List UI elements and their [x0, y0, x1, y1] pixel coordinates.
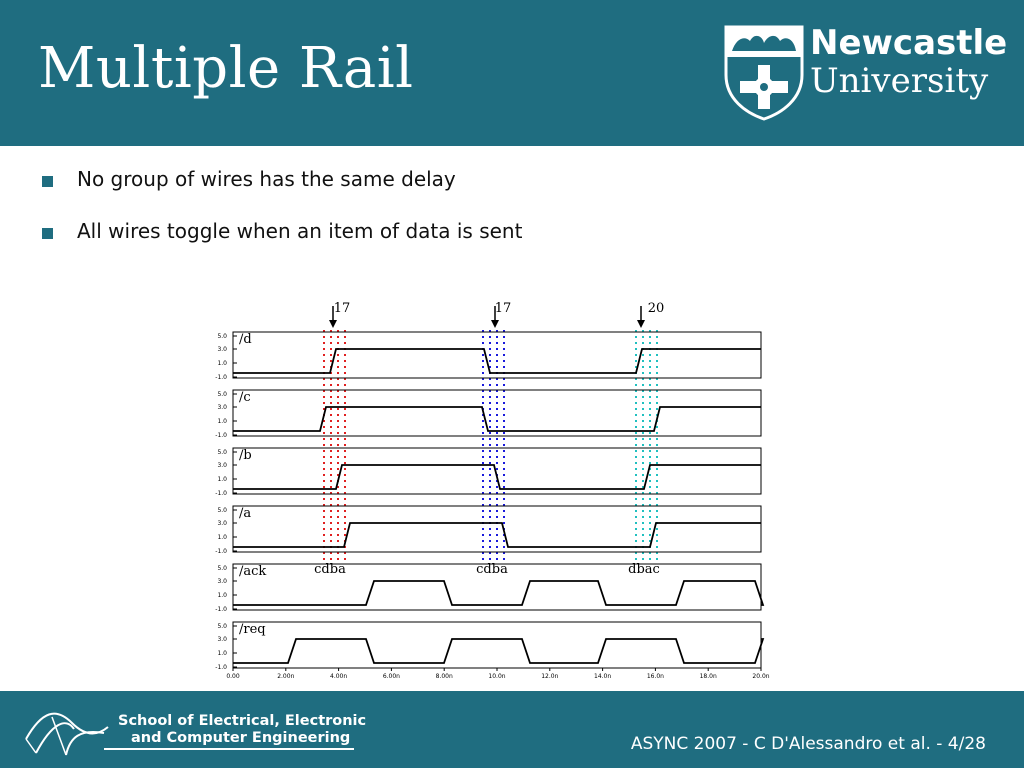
- square-bullet-icon: [42, 228, 53, 239]
- signal-label: /d: [239, 332, 252, 347]
- x-tick-label: 8.00n: [436, 673, 453, 680]
- order-label: dbac: [628, 562, 660, 577]
- university-logo: Newcastle University: [724, 23, 1014, 121]
- marker-label: 20: [648, 301, 665, 316]
- waveform-panel: [232, 447, 762, 495]
- waveform-panel: [232, 389, 762, 437]
- school-line-1: School of Electrical, Electronic: [118, 713, 367, 729]
- x-tick-label: 0.00: [226, 673, 240, 680]
- marker-arrow-icon: [491, 320, 499, 328]
- y-tick-label: 3.0: [217, 636, 227, 643]
- signal-trace: [233, 406, 761, 432]
- waveform-figure: 5.0 3.0 1.0 -1.0/d 5.0 3.0 1.0 -1.0/c 5.0 3.0 1.0 -…: [215, 301, 769, 680]
- order-label: cdba: [476, 562, 508, 577]
- y-tick-label: 5.0: [217, 391, 227, 398]
- y-tick-label: 1.0: [217, 650, 227, 657]
- signal-label: /b: [239, 448, 252, 463]
- y-tick-label: 3.0: [217, 404, 227, 411]
- school-name: School of Electrical, Electronic and Com…: [118, 713, 366, 747]
- x-tick-label: 4.00n: [330, 673, 347, 680]
- signal-trace: [233, 522, 761, 548]
- y-tick-label: 5.0: [217, 623, 227, 630]
- x-tick-label: 2.00n: [277, 673, 294, 680]
- y-tick-label: -1.0: [215, 374, 227, 381]
- signal-trace: [233, 638, 765, 664]
- x-tick-label: 6.00n: [383, 673, 400, 680]
- footer-divider: [104, 748, 354, 750]
- slide-title: Multiple Rail: [38, 36, 414, 101]
- x-tick-label: 16.0n: [647, 673, 664, 680]
- y-tick-label: 3.0: [217, 578, 227, 585]
- signal-label: /c: [239, 390, 251, 405]
- signal-trace: [233, 348, 761, 374]
- y-tick-label: -1.0: [215, 606, 227, 613]
- bullet-text: No group of wires has the same delay: [77, 167, 456, 191]
- y-tick-label: -1.0: [215, 548, 227, 555]
- y-tick-label: 3.0: [217, 462, 227, 469]
- waveform-panel: [232, 331, 762, 379]
- x-tick-label: 12.0n: [541, 673, 558, 680]
- x-tick-label: 20.0n: [752, 673, 769, 680]
- x-tick-label: 10.0n: [488, 673, 505, 680]
- x-tick-label: 14.0n: [594, 673, 611, 680]
- marker-arrow-icon: [637, 320, 645, 328]
- y-tick-label: 1.0: [217, 476, 227, 483]
- waveform-panel: [232, 563, 762, 611]
- y-tick-label: -1.0: [215, 490, 227, 497]
- waveform-panel: [232, 621, 762, 669]
- y-tick-label: 1.0: [217, 534, 227, 541]
- university-crest-icon: [724, 25, 804, 121]
- y-tick-label: 5.0: [217, 333, 227, 340]
- header-bar: Multiple Rail Newcastle University: [0, 0, 1024, 146]
- y-tick-label: 5.0: [217, 565, 227, 572]
- logo-word-newcastle: Newcastle: [810, 23, 1008, 63]
- marker-arrow-icon: [329, 320, 337, 328]
- page-info: ASYNC 2007 - C D'Alessandro et al. - 4/2…: [630, 734, 986, 754]
- square-bullet-icon: [42, 176, 53, 187]
- marker-label: 17: [495, 301, 512, 316]
- signal-label: /a: [239, 506, 251, 521]
- y-tick-label: -1.0: [215, 664, 227, 671]
- y-tick-label: 5.0: [217, 507, 227, 514]
- x-tick-label: 18.0n: [700, 673, 717, 680]
- y-tick-label: 1.0: [217, 418, 227, 425]
- signal-label: /ack: [239, 564, 266, 579]
- y-tick-label: 3.0: [217, 346, 227, 353]
- signal-trace: [233, 580, 765, 606]
- y-tick-label: 1.0: [217, 360, 227, 367]
- marker-label: 17: [334, 301, 351, 316]
- signal-trace: [233, 464, 761, 490]
- school-logo-icon: [25, 712, 109, 756]
- logo-word-university: University: [810, 61, 989, 101]
- waveform-panel: [232, 505, 762, 553]
- y-tick-label: 3.0: [217, 520, 227, 527]
- school-line-2: and Computer Engineering: [131, 730, 351, 746]
- order-label: cdba: [314, 562, 346, 577]
- bullet-text: All wires toggle when an item of data is…: [77, 219, 523, 243]
- y-tick-label: 1.0: [217, 592, 227, 599]
- signal-label: /req: [239, 622, 266, 637]
- y-tick-label: -1.0: [215, 432, 227, 439]
- footer-bar: School of Electrical, Electronic and Com…: [0, 691, 1024, 768]
- y-tick-label: 5.0: [217, 449, 227, 456]
